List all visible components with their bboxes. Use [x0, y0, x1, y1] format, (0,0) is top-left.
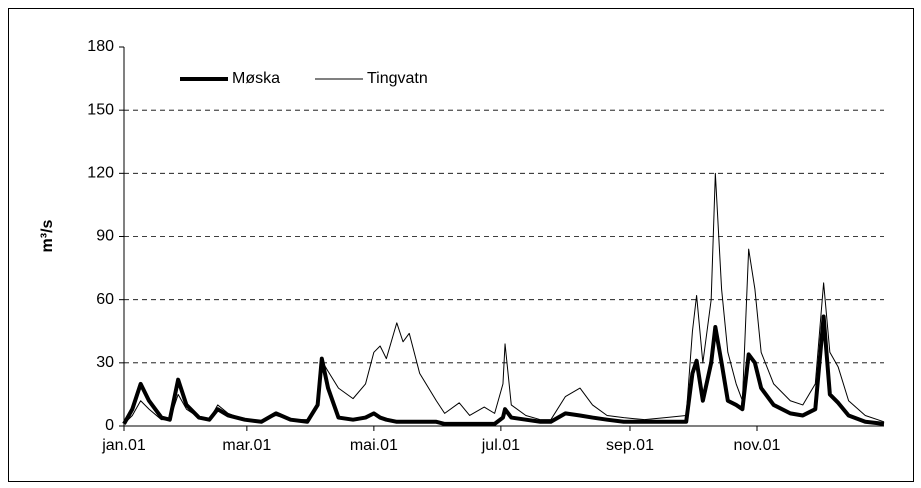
- legend-label: Møska: [232, 70, 280, 87]
- y-tick-label: 180: [87, 38, 114, 55]
- x-tick-label: jul.01: [481, 437, 520, 454]
- y-tick-label: 0: [105, 417, 114, 434]
- y-tick-label: 60: [96, 291, 114, 308]
- y-tick-label: 150: [87, 101, 114, 118]
- x-tick-label: mar.01: [222, 437, 271, 454]
- y-tick-label: 90: [96, 228, 114, 245]
- series-line: [123, 172, 885, 425]
- x-tick-label: mai.01: [350, 437, 398, 454]
- legend-label: Tingvatn: [367, 70, 428, 87]
- chart-frame: [8, 8, 914, 482]
- x-tick-label: nov.01: [734, 437, 781, 454]
- x-tick-label: jan.01: [101, 437, 146, 454]
- y-tick-label: 30: [96, 354, 114, 371]
- y-axis-label: m³/s: [39, 219, 56, 252]
- x-tick-label: sep.01: [606, 437, 654, 454]
- y-tick-label: 120: [87, 165, 114, 182]
